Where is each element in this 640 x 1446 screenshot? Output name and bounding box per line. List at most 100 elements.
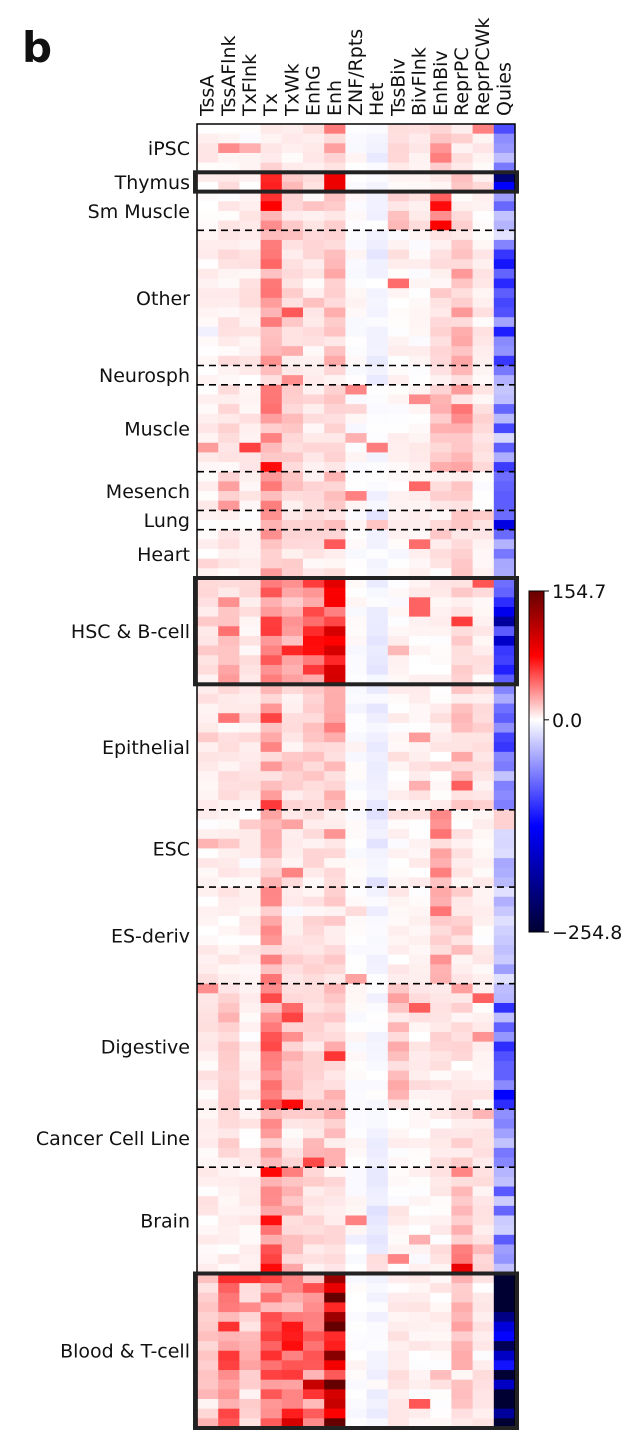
heatmap-cell <box>387 1379 410 1390</box>
heatmap-cell <box>409 693 431 704</box>
heatmap-cell <box>345 404 367 415</box>
heatmap-cell <box>366 336 389 347</box>
heatmap-cell <box>218 520 240 531</box>
heatmap-cell <box>366 191 389 202</box>
heatmap-cell <box>345 384 367 395</box>
heatmap-cell <box>387 597 410 608</box>
heatmap-cell <box>324 1196 346 1207</box>
heatmap-cell <box>303 916 325 927</box>
heatmap-cell <box>239 790 261 801</box>
heatmap-cell <box>387 1273 410 1284</box>
heatmap-cell <box>218 1244 240 1255</box>
heatmap-cell <box>451 993 473 1004</box>
heatmap-cell <box>281 974 304 985</box>
heatmap-cell <box>472 568 495 579</box>
heatmap-cell <box>218 732 240 743</box>
heatmap-cell <box>472 1302 495 1313</box>
heatmap-cell <box>472 809 495 820</box>
heatmap-cell <box>239 152 261 164</box>
heatmap-cell <box>197 452 219 463</box>
heatmap-cell <box>366 664 389 675</box>
heatmap-cell <box>451 1350 473 1361</box>
heatmap-cell <box>197 481 219 492</box>
heatmap-cell <box>409 732 431 743</box>
heatmap-cell <box>387 124 410 135</box>
heatmap-cell <box>366 916 389 927</box>
heatmap-cell <box>387 1331 410 1342</box>
heatmap-cell <box>218 780 240 791</box>
column-label: TssBiv <box>387 58 409 117</box>
heatmap-cell <box>493 1292 516 1303</box>
heatmap-cell <box>387 365 410 376</box>
heatmap-cell <box>239 1205 261 1216</box>
heatmap-cell <box>345 355 367 366</box>
heatmap-cell <box>345 664 367 675</box>
heatmap-cell <box>472 1379 495 1390</box>
heatmap-cell <box>430 375 452 386</box>
heatmap-cell <box>303 867 325 878</box>
heatmap-cell <box>472 384 495 395</box>
heatmap-cell <box>303 375 325 386</box>
heatmap-cell <box>472 616 495 627</box>
heatmap-cell <box>197 307 219 318</box>
heatmap-cell <box>197 887 219 898</box>
heatmap-cell <box>430 346 452 357</box>
heatmap-cell <box>239 1002 261 1014</box>
heatmap-cell <box>430 1109 452 1120</box>
group-label: HSC & B-cell <box>71 621 190 643</box>
heatmap-cell <box>281 1263 304 1274</box>
heatmap-cell <box>324 606 346 618</box>
heatmap-cell <box>324 549 346 560</box>
heatmap-cell <box>303 732 325 743</box>
heatmap-cell <box>409 471 431 482</box>
heatmap-cell <box>345 471 367 482</box>
heatmap-cell <box>239 355 261 366</box>
heatmap-cell <box>409 124 431 135</box>
heatmap-cell <box>366 780 389 791</box>
heatmap-cell <box>324 713 346 724</box>
heatmap-cell <box>430 239 452 250</box>
heatmap-cell <box>239 201 261 212</box>
heatmap-cell <box>345 761 367 772</box>
heatmap-cell <box>260 1196 283 1207</box>
heatmap-cell <box>493 906 516 917</box>
heatmap-cell <box>430 722 452 733</box>
heatmap-cell <box>218 568 240 579</box>
heatmap-cell <box>409 848 431 859</box>
heatmap-cell <box>260 1147 283 1158</box>
heatmap-cell <box>345 520 367 531</box>
heatmap-cell <box>239 809 261 820</box>
heatmap-cell <box>218 790 240 801</box>
heatmap-cell <box>260 684 283 695</box>
heatmap-cell <box>430 510 452 521</box>
heatmap-cell <box>493 1041 516 1052</box>
heatmap-cell <box>451 384 473 395</box>
heatmap-cell <box>218 1379 240 1390</box>
heatmap-cell <box>218 935 240 946</box>
heatmap-cell <box>239 819 261 830</box>
heatmap-cell <box>218 587 240 598</box>
heatmap-cell <box>303 452 325 463</box>
heatmap-cell <box>451 1099 473 1110</box>
heatmap-cell <box>303 993 325 1004</box>
heatmap-cell <box>472 1157 495 1168</box>
heatmap-cell <box>197 1215 219 1226</box>
heatmap-cell <box>324 471 346 482</box>
heatmap-cell <box>387 635 410 646</box>
heatmap-cell <box>324 742 346 753</box>
heatmap-cell <box>409 1234 431 1245</box>
heatmap-cell <box>493 655 516 666</box>
heatmap-cell <box>493 771 516 782</box>
heatmap-cell <box>239 133 261 144</box>
heatmap-cell <box>451 1379 473 1390</box>
heatmap-cell <box>218 1389 240 1400</box>
heatmap-cell <box>366 626 389 637</box>
heatmap-cell <box>472 491 495 502</box>
heatmap-cell <box>303 1215 325 1226</box>
heatmap-cell <box>345 336 367 347</box>
column-label: Tx <box>260 93 282 117</box>
heatmap-cell <box>387 1118 410 1129</box>
heatmap-cell <box>451 558 473 569</box>
heatmap-cell <box>472 693 495 704</box>
heatmap-cell <box>324 597 346 608</box>
